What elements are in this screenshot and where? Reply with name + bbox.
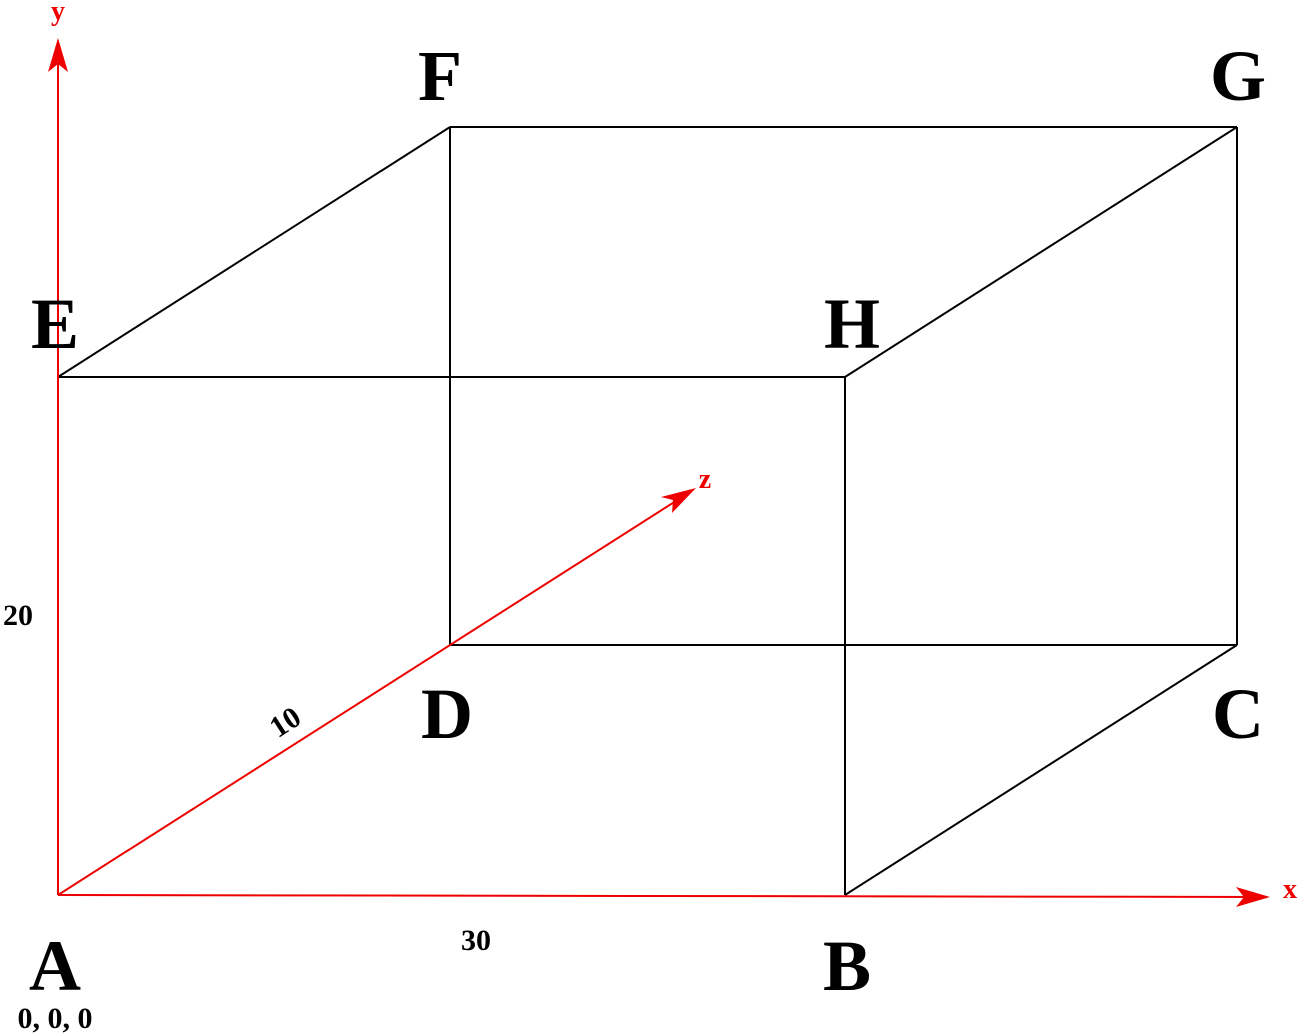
arrow-head bbox=[661, 488, 696, 513]
dimension-label: 20 bbox=[3, 599, 33, 632]
dimension-label: 10 bbox=[264, 700, 307, 744]
axis-label: z bbox=[699, 464, 711, 495]
vertex-label: G bbox=[1210, 36, 1266, 116]
box-edges bbox=[57, 126, 1238, 896]
edge bbox=[844, 644, 1238, 896]
axes bbox=[48, 38, 1270, 907]
vertex-label: H bbox=[824, 284, 880, 364]
axis-label: y bbox=[51, 0, 65, 27]
edge bbox=[844, 126, 1238, 378]
vertex-label: F bbox=[418, 36, 462, 116]
arrow-head bbox=[48, 38, 68, 72]
edge bbox=[57, 126, 451, 378]
x-axis bbox=[57, 894, 1263, 898]
vertex-label: B bbox=[823, 926, 871, 1006]
dimension-label: 30 bbox=[461, 924, 491, 957]
vertex-label: D bbox=[421, 674, 473, 754]
vertex-label: A bbox=[29, 926, 81, 1006]
origin-label: 0, 0, 0 bbox=[18, 1002, 93, 1035]
z-axis bbox=[57, 491, 691, 896]
vertex-label: C bbox=[1212, 674, 1264, 754]
axis-label: x bbox=[1283, 874, 1297, 905]
arrow-head bbox=[1236, 887, 1270, 907]
vertex-label: E bbox=[31, 284, 79, 364]
